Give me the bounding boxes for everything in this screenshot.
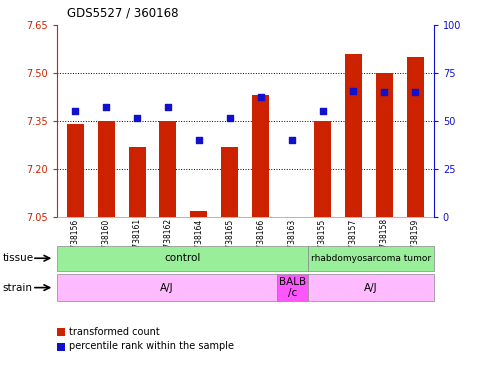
Bar [376, 73, 393, 217]
Point [102, 104, 110, 110]
Bar [221, 147, 238, 217]
Bar [338, 25, 369, 217]
Bar [277, 274, 308, 301]
Text: GDS5527 / 360168: GDS5527 / 360168 [67, 6, 178, 19]
Bar [245, 25, 276, 217]
Bar [183, 25, 214, 217]
Bar [60, 25, 91, 217]
Bar [314, 121, 331, 217]
Bar [57, 246, 308, 271]
Bar [252, 95, 269, 217]
Text: A/J: A/J [160, 283, 174, 293]
Bar [129, 147, 145, 217]
Point [164, 104, 172, 110]
Bar [98, 121, 115, 217]
Point [318, 108, 326, 114]
Bar [122, 25, 152, 217]
Bar [214, 25, 245, 217]
Bar [308, 274, 434, 301]
Bar [91, 25, 122, 217]
Point [226, 115, 234, 121]
Bar [369, 25, 400, 217]
Point [350, 88, 357, 94]
Bar [159, 121, 176, 217]
Text: tissue: tissue [2, 253, 34, 263]
Text: strain: strain [2, 283, 33, 293]
Point [195, 137, 203, 143]
Bar [307, 25, 338, 217]
Bar [345, 54, 362, 217]
Point [257, 94, 265, 100]
Text: BALB
/c: BALB /c [279, 277, 306, 298]
Point [411, 89, 419, 95]
Point [71, 108, 79, 114]
Bar [57, 328, 65, 336]
Point [288, 137, 296, 143]
Bar [57, 343, 65, 351]
Bar [400, 25, 431, 217]
Point [381, 89, 388, 95]
Point [133, 115, 141, 121]
Bar [308, 246, 434, 271]
Bar [57, 274, 277, 301]
Bar [407, 57, 424, 217]
Text: transformed count: transformed count [69, 327, 160, 337]
Text: rhabdomyosarcoma tumor: rhabdomyosarcoma tumor [311, 254, 431, 263]
Text: A/J: A/J [364, 283, 378, 293]
Bar [190, 210, 208, 217]
Bar [152, 25, 183, 217]
Bar [276, 25, 307, 217]
Text: percentile rank within the sample: percentile rank within the sample [69, 341, 234, 351]
Bar [67, 124, 84, 217]
Text: control: control [164, 253, 201, 263]
